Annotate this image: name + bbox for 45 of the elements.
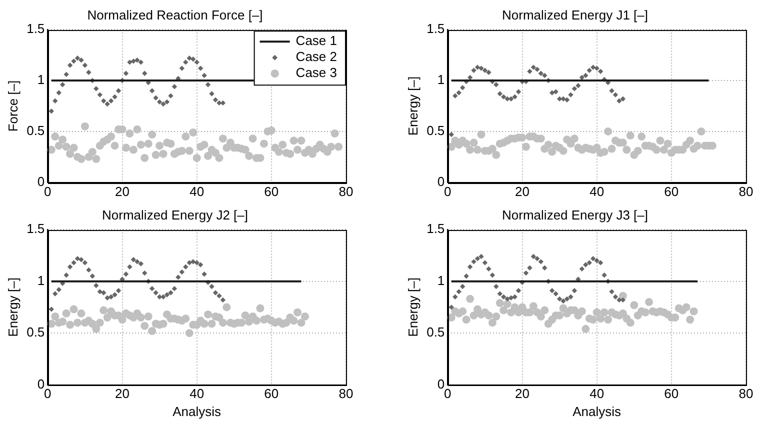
chart-title: Normalized Reaction Force [–] bbox=[87, 7, 263, 22]
legend-label: Case 1 bbox=[296, 33, 338, 48]
y-tick-label: 0.5 bbox=[26, 324, 45, 340]
y-axis-title: Energy [–] bbox=[5, 278, 20, 337]
x-tick-label: 20 bbox=[115, 184, 130, 199]
x-tick-label: 60 bbox=[664, 184, 679, 199]
y-tick-label: 1 bbox=[37, 72, 45, 88]
x-axis-title: Analysis bbox=[572, 404, 622, 419]
x-tick-label: 40 bbox=[590, 386, 604, 402]
x-tick-label: 60 bbox=[264, 184, 279, 199]
x-tick-label: 20 bbox=[515, 386, 530, 402]
legend-label: Case 3 bbox=[296, 65, 338, 80]
x-tick-label: 60 bbox=[664, 386, 679, 402]
legend-label: Case 2 bbox=[296, 49, 338, 64]
x-tick-label: 60 bbox=[264, 386, 279, 402]
chart-title: Normalized Energy J1 [–] bbox=[502, 7, 648, 22]
y-tick-label: 1.5 bbox=[426, 221, 445, 236]
x-tick-label: 40 bbox=[590, 184, 604, 199]
y-tick-label: 1.5 bbox=[26, 21, 45, 36]
y-tick-label: 0 bbox=[437, 376, 445, 392]
y-tick-label: 1 bbox=[437, 272, 445, 288]
y-tick-label: 0 bbox=[437, 174, 445, 189]
y-tick-label: 0 bbox=[37, 174, 45, 189]
y-tick-label: 0.5 bbox=[426, 324, 445, 340]
y-tick-label: 1.5 bbox=[426, 21, 445, 36]
y-tick-label: 0 bbox=[37, 376, 45, 392]
x-tick-label: 80 bbox=[738, 184, 754, 199]
x-tick-label: 80 bbox=[338, 386, 354, 402]
chart-title: Normalized Energy J3 [–] bbox=[502, 207, 648, 222]
y-tick-label: 0.5 bbox=[26, 123, 45, 138]
chart-title: Normalized Energy J2 [–] bbox=[102, 207, 248, 222]
y-tick-label: 1 bbox=[37, 272, 45, 288]
x-axis-title: Analysis bbox=[172, 404, 222, 419]
x-tick-label: 40 bbox=[190, 386, 204, 402]
y-axis-title: Energy [–] bbox=[405, 278, 420, 337]
x-tick-label: 20 bbox=[115, 386, 130, 402]
x-tick-label: 80 bbox=[338, 184, 354, 199]
y-axis-title: Force [–] bbox=[5, 80, 20, 132]
x-tick-label: 20 bbox=[515, 184, 530, 199]
x-tick-label: 40 bbox=[190, 184, 204, 199]
y-tick-label: 1.5 bbox=[26, 221, 45, 236]
y-axis-title: Energy [–] bbox=[405, 76, 420, 136]
y-tick-label: 1 bbox=[437, 72, 445, 88]
y-tick-label: 0.5 bbox=[426, 123, 445, 138]
x-tick-label: 80 bbox=[738, 386, 754, 402]
